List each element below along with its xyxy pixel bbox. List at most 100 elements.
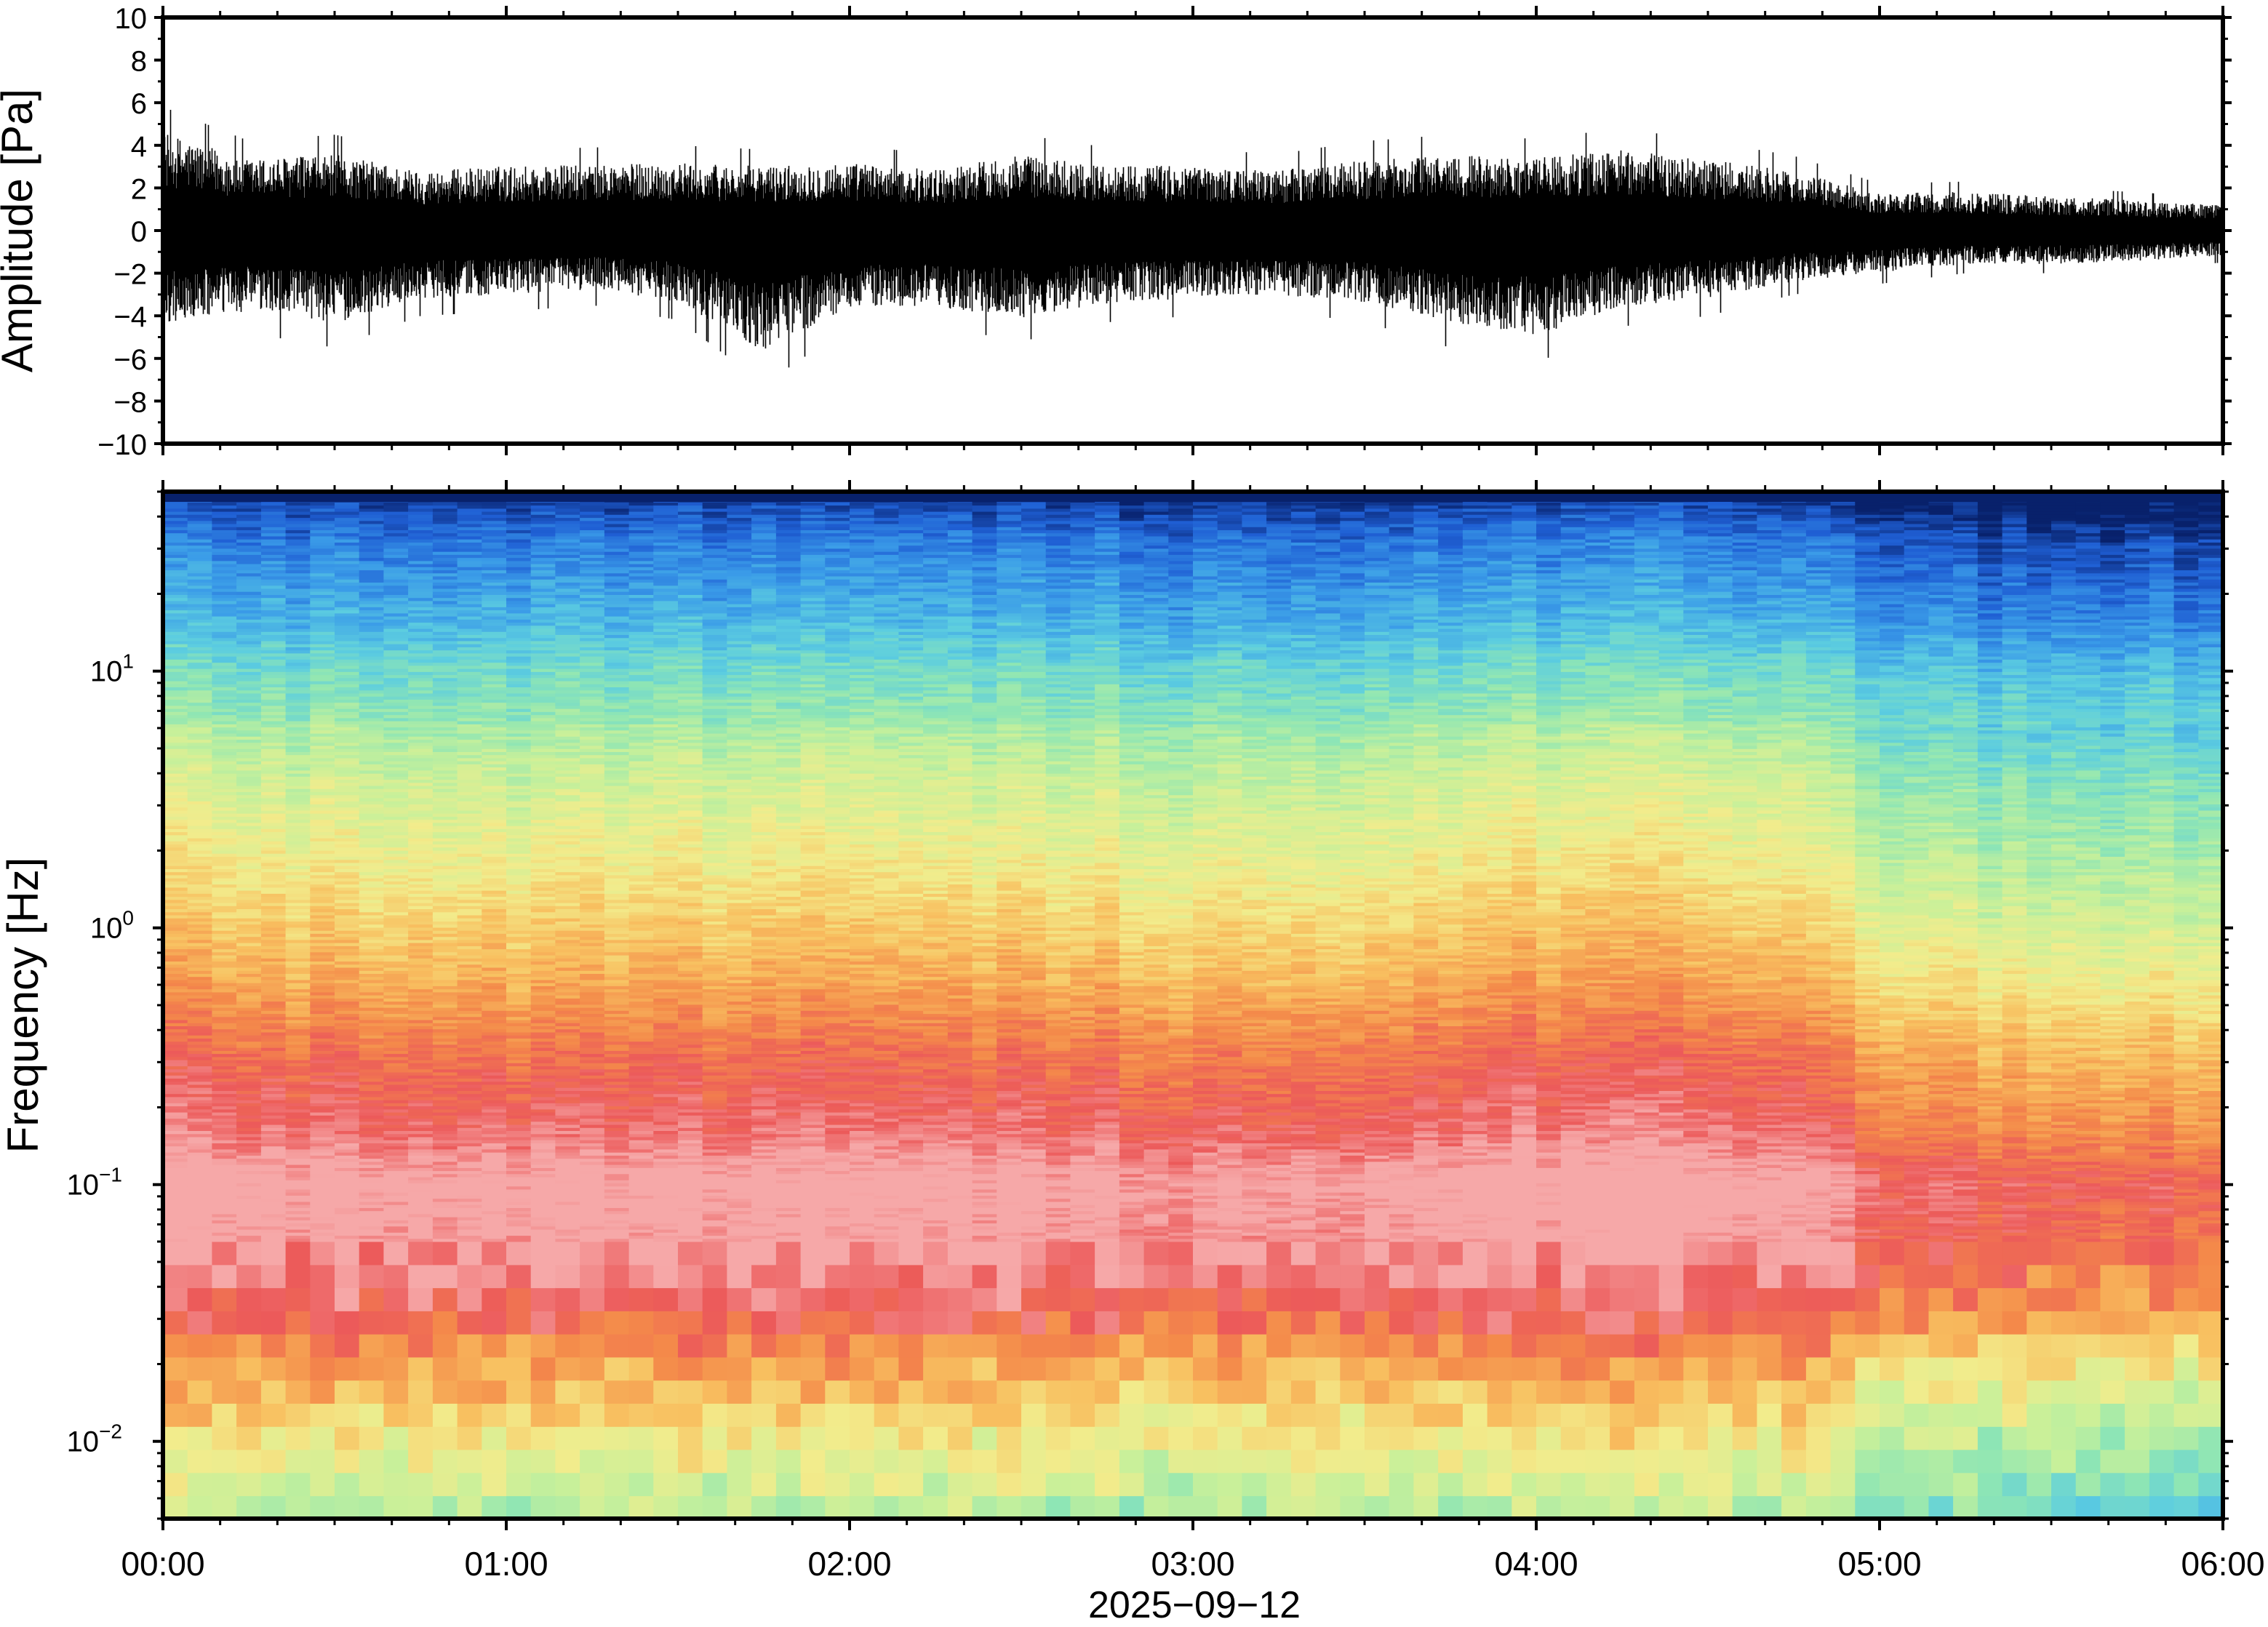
spectrogram-cell (261, 755, 287, 759)
spectrogram-cell (163, 1426, 188, 1450)
spectrogram-cell (335, 557, 360, 561)
spectrogram-cell (580, 576, 605, 580)
spectrogram-cell (163, 1106, 188, 1109)
spectrogram-cell (286, 1207, 311, 1211)
spectrogram-cell (531, 1130, 556, 1134)
spectrogram-cell (458, 1010, 483, 1014)
spectrogram-cell (531, 890, 556, 894)
spectrogram-cell (335, 1122, 360, 1125)
spectrogram-cell (188, 764, 213, 767)
spectrogram-cell (163, 1010, 188, 1014)
spectrogram-cell (212, 730, 237, 734)
spectrogram-cell (555, 1495, 580, 1519)
spectrogram-cell (458, 1495, 483, 1519)
spectrogram-cell (383, 582, 409, 585)
spectrogram-cell (531, 1122, 556, 1125)
spectrogram-cell (408, 557, 434, 561)
spectrogram-cell (458, 1053, 483, 1057)
spectrogram-cell (604, 1164, 630, 1168)
spectrogram-cell (261, 711, 287, 715)
spectrogram-cell (261, 625, 287, 629)
spectrogram-cell (335, 1473, 360, 1497)
spectrogram-cell (383, 609, 409, 613)
spectrogram-cell (629, 1217, 655, 1220)
spectrogram-cell (310, 977, 335, 980)
spectrogram-cell (286, 730, 311, 734)
spectrogram-cell (286, 1164, 311, 1168)
spectrogram-cell (261, 1029, 287, 1033)
spectrogram-cell (506, 1242, 532, 1266)
spectrogram-cell (580, 730, 605, 734)
spectrogram-cell (310, 653, 335, 657)
spectrogram-cell (555, 875, 580, 879)
spectrogram-cell (531, 847, 556, 851)
spectrogram-cell (629, 1334, 655, 1358)
spectrogram-cell (580, 847, 605, 851)
spectrogram-cell (310, 576, 335, 580)
spectrogram-cell (212, 1265, 237, 1289)
spectrogram-cell (458, 875, 483, 879)
spectrogram-cell (458, 986, 483, 989)
spectrogram-cell (212, 995, 237, 999)
spectrogram-cell (261, 967, 287, 971)
spectrogram-cell (433, 961, 458, 964)
spectrogram-cell (555, 1357, 580, 1381)
spectrogram-cell (383, 1450, 409, 1474)
spectrogram-cell (506, 609, 532, 613)
spectrogram-cell (555, 1130, 580, 1134)
spectrogram-cell (482, 524, 507, 527)
spectrogram-cell (163, 745, 188, 749)
spectrogram-cell (236, 1038, 262, 1042)
spectrogram-cell (310, 1078, 335, 1082)
spectrogram-cell (408, 1183, 434, 1186)
spectrogram-cell (188, 687, 213, 690)
spectrogram-cell (163, 943, 188, 946)
spectrogram-cell (335, 764, 360, 767)
spectrogram-cell (335, 823, 360, 826)
spectrogram-cell (482, 1242, 507, 1266)
spectrogram-cell (310, 1115, 335, 1119)
spectrogram-cell (261, 1053, 287, 1057)
spectrogram-cell (458, 1217, 483, 1220)
spectrogram-cell (482, 711, 507, 715)
spectrogram-cell (310, 1473, 335, 1497)
spectrogram-cell (433, 977, 458, 980)
spectrogram-cell (212, 1010, 237, 1014)
spectrogram-cell (286, 875, 311, 879)
spectrogram-cell (286, 967, 311, 971)
spectrogram-cell (482, 961, 507, 964)
spectrogram-cell (212, 1357, 237, 1381)
spectrogram-cell (604, 1450, 630, 1474)
spectrogram-cell (604, 616, 630, 620)
spectrogram-cell (629, 1357, 655, 1381)
spectrogram-cell (383, 995, 409, 999)
spectrogram-cell (286, 807, 311, 811)
spectrogram-cell (482, 788, 507, 792)
spectrogram-cell (555, 943, 580, 946)
spectrogram-cell (458, 1265, 483, 1289)
spectrogram-cell (286, 1473, 311, 1497)
spectrogram-cell (188, 1097, 213, 1100)
spectrogram-cell (310, 1106, 335, 1109)
spectrogram-cell (629, 1403, 655, 1427)
spectrogram-cell (236, 1155, 262, 1159)
spectrogram-cell (236, 1357, 262, 1381)
spectrogram-cell (629, 1192, 655, 1196)
spectrogram-cell (433, 1164, 458, 1168)
spectrogram-cell (531, 1053, 556, 1057)
spectrogram-cell (604, 1155, 630, 1159)
spectrogram-cell (580, 1149, 605, 1153)
spectrogram-cell (531, 967, 556, 971)
spectrogram-cell (458, 788, 483, 792)
spectrogram-cell (531, 807, 556, 811)
spectrogram-cell (236, 678, 262, 681)
spectrogram-cell (188, 943, 213, 946)
spectrogram-cell (604, 933, 630, 937)
spectrogram-cell (629, 1020, 655, 1023)
spectrogram-cell (383, 1130, 409, 1134)
spectrogram-cell (506, 1072, 532, 1076)
spectrogram-cell (236, 1029, 262, 1033)
spectrogram-cell (531, 1357, 556, 1381)
spectrogram-cell (531, 557, 556, 561)
spectrogram-cell (188, 505, 213, 508)
